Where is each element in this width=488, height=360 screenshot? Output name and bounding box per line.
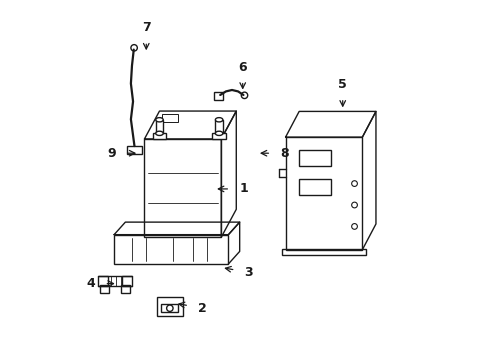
Bar	[215, 120, 223, 133]
Circle shape	[166, 305, 173, 311]
Text: 6: 6	[238, 60, 246, 73]
Text: 3: 3	[244, 266, 253, 279]
Ellipse shape	[215, 131, 223, 135]
Text: 9: 9	[107, 147, 115, 160]
Circle shape	[351, 181, 357, 186]
Bar	[122, 276, 132, 286]
Ellipse shape	[155, 118, 163, 122]
Ellipse shape	[155, 131, 163, 135]
Bar	[114, 235, 228, 264]
Bar	[127, 147, 142, 154]
Bar	[155, 120, 163, 133]
Bar	[212, 133, 225, 139]
Bar	[162, 114, 178, 122]
Text: 7: 7	[142, 21, 150, 34]
Circle shape	[131, 45, 137, 51]
Bar	[299, 179, 330, 195]
Bar	[285, 137, 362, 249]
Bar	[100, 285, 108, 293]
Bar	[299, 150, 330, 166]
Bar	[214, 93, 223, 100]
Bar	[157, 297, 183, 316]
Ellipse shape	[215, 118, 223, 122]
Bar	[121, 285, 130, 293]
Text: 2: 2	[198, 302, 206, 315]
Circle shape	[241, 92, 247, 99]
Text: 1: 1	[239, 183, 247, 195]
Text: 8: 8	[280, 147, 288, 160]
Circle shape	[351, 202, 357, 208]
Circle shape	[351, 224, 357, 229]
Bar	[98, 276, 108, 286]
Bar	[282, 249, 365, 255]
Bar	[144, 139, 221, 237]
Bar	[161, 304, 178, 312]
Text: 4: 4	[86, 277, 95, 290]
Text: 5: 5	[338, 78, 346, 91]
Bar	[152, 133, 166, 139]
